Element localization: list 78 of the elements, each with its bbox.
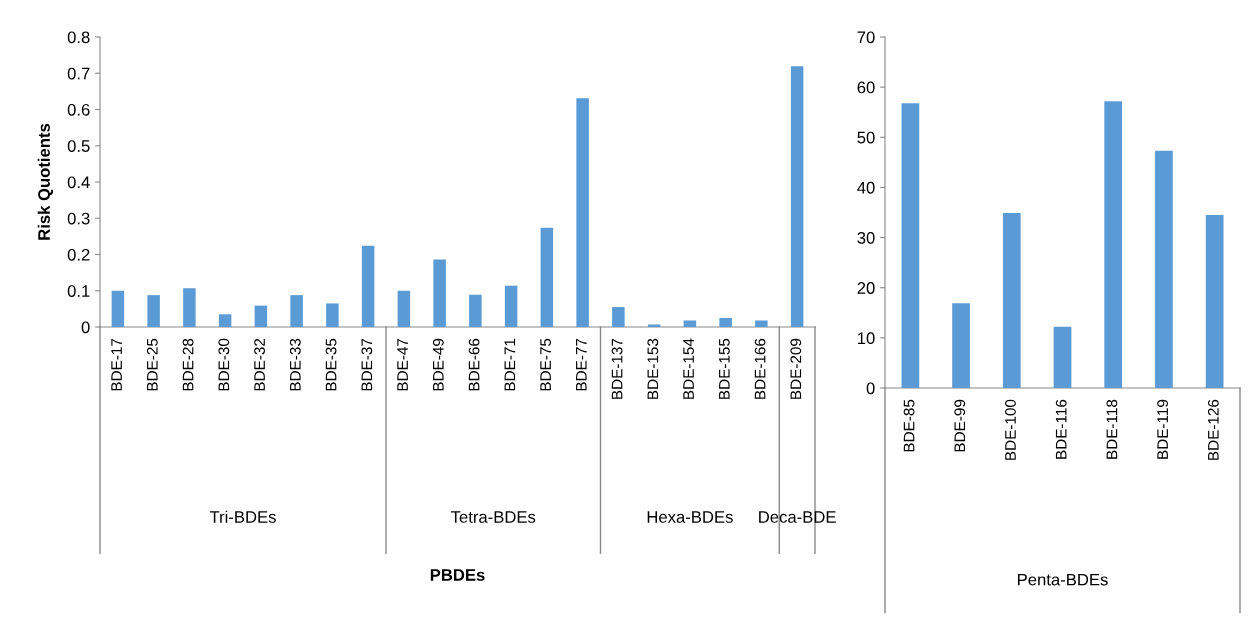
x-tick-label: BDE-100 [1005,399,1016,460]
x-tick-label: BDE-25 [146,338,158,391]
bar [901,103,920,388]
bar [540,227,554,327]
x-tick-label: BDE-49 [432,338,444,391]
x-tick-label: BDE-35 [325,338,337,391]
x-tick-label: BDE-99 [954,399,966,452]
x-axis-title: Penta-BDEs [1018,573,1108,586]
bar [790,66,804,327]
bar [755,320,768,327]
bar [612,307,625,327]
y-tick-label: 0.6 [67,103,90,116]
y-tick-label: 30 [857,231,875,244]
bar [397,290,411,327]
bar [683,320,697,327]
x-tick-label: BDE-77 [576,338,587,391]
y-tick-label: 0.1 [67,285,90,297]
x-tick-label: BDE-137 [611,338,623,399]
bar [183,288,196,327]
bar [1002,213,1021,388]
y-tick-label: 0 [81,321,90,334]
x-tick-label: BDE-153 [647,338,659,399]
y-tick-label: 0.4 [67,176,90,189]
bar [1155,150,1173,388]
text: Deca-BDE [759,511,836,523]
y-tick-label: 0.3 [67,212,90,225]
y-tick-label: 10 [858,332,875,345]
x-tick-label: BDE-71 [504,338,516,391]
x-tick-label: BDE-118 [1106,399,1118,459]
x-tick-label: BDE-209 [790,338,802,399]
text: Tetra-BDEs [451,511,536,523]
bar [647,324,661,327]
x-tick-label: BDE-85 [903,399,915,452]
x-tick-label: BDE-155 [719,338,730,399]
y-tick-label: 70 [857,31,875,44]
bar [1205,215,1224,388]
bar [433,259,446,327]
bar [218,314,232,327]
x-tick-label: BDE-33 [289,338,301,391]
y-tick-label: 0.2 [67,248,90,261]
bar [254,305,268,327]
bar [326,303,339,327]
bar [111,290,125,327]
y-tick-label: 40 [857,181,875,194]
text: Hexa-BDEs [647,511,733,523]
bar [1104,101,1123,388]
bar [576,98,589,327]
bar [1053,326,1072,388]
bar [147,295,160,327]
bar [469,294,482,327]
y-tick-label: 0 [866,382,875,395]
y-axis-title: Risk Quotients [37,123,54,240]
x-tick-label: BDE-17 [111,338,122,391]
y-tick-label: 50 [857,131,875,144]
x-tick-label: BDE-32 [254,338,265,391]
y-tick-label: 0.5 [67,140,90,152]
x-tick-label: BDE-126 [1207,399,1219,460]
text: Tri-BDEs [209,510,276,523]
x-tick-label: BDE-66 [468,338,480,391]
x-tick-label: BDE-154 [683,338,694,399]
x-tick-label: BDE-47 [397,338,408,391]
bar [361,245,375,327]
x-tick-label: BDE-119 [1157,399,1169,459]
x-tick-label: BDE-37 [361,338,373,391]
y-tick-label: 60 [857,81,875,94]
y-tick-label: 0.7 [67,67,90,80]
x-tick-label: BDE-116 [1055,399,1067,459]
y-tick-label: 20 [857,282,875,294]
x-axis-title: PBDEs [430,569,485,581]
bar [504,285,518,327]
y-tick-label: 0.8 [67,31,90,44]
bar [290,295,303,327]
bar [952,303,970,388]
x-tick-label: BDE-166 [754,338,766,399]
x-tick-label: BDE-30 [218,338,230,391]
x-tick-label: BDE-28 [182,338,194,391]
bar [719,317,732,327]
x-tick-label: BDE-75 [540,338,551,391]
